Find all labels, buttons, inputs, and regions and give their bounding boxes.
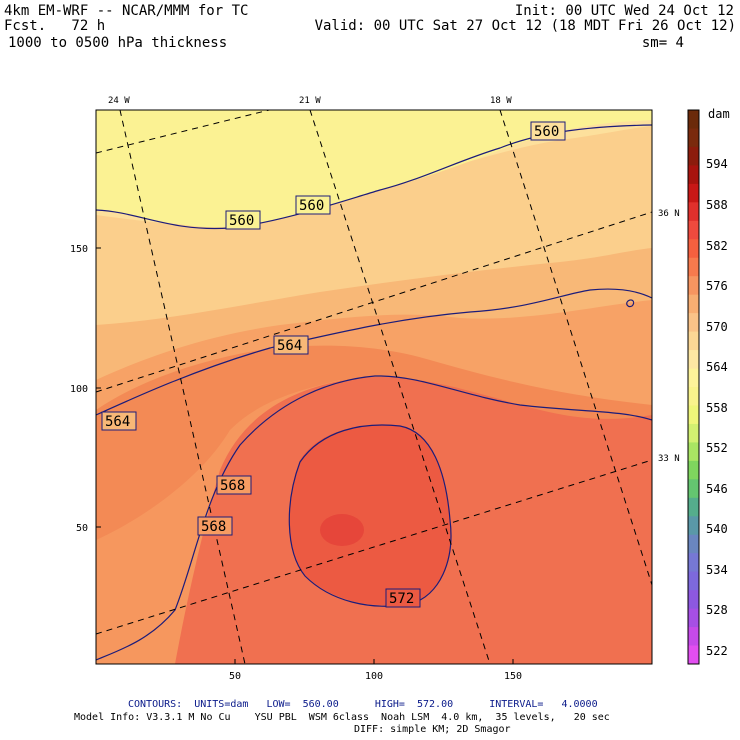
contour-label: 568 bbox=[201, 519, 226, 535]
header-smoothing: sm= 4 bbox=[641, 35, 684, 51]
color-bar-swatch bbox=[688, 313, 699, 333]
color-bar-swatch bbox=[688, 183, 699, 203]
color-bar-unit: dam bbox=[708, 107, 730, 121]
color-bar-label: 552 bbox=[706, 441, 728, 455]
color-bar-swatch bbox=[688, 460, 699, 480]
axis-ticks bbox=[96, 247, 514, 664]
color-bar-frame bbox=[687, 109, 700, 665]
contour-label: 564 bbox=[105, 414, 130, 430]
lat-label: 33 N bbox=[658, 454, 680, 464]
header-field-name: 1000 to 0500 hPa thickness bbox=[8, 35, 228, 51]
contour-label: 560 bbox=[534, 124, 559, 140]
color-bar-label: 588 bbox=[706, 198, 728, 212]
contour-label-boxes bbox=[101, 121, 566, 608]
color-bar-swatch bbox=[688, 423, 699, 443]
contour-label: 572 bbox=[389, 591, 414, 607]
color-bar-swatch bbox=[688, 128, 699, 148]
filled-contours bbox=[96, 110, 652, 664]
color-bar-label: 540 bbox=[706, 522, 728, 536]
y-tick-label: 150 bbox=[70, 244, 88, 255]
footer-contour-info: CONTOURS: UNITS=dam LOW= 560.00 HIGH= 57… bbox=[128, 699, 598, 710]
color-bar-label: 570 bbox=[706, 320, 728, 334]
color-bar-swatch bbox=[688, 368, 699, 388]
color-bar-swatch bbox=[688, 534, 699, 554]
contour-label: 568 bbox=[220, 478, 245, 494]
x-tick-label: 100 bbox=[365, 671, 383, 682]
footer-model-info-diff: DIFF: simple KM; 2D Smagor bbox=[354, 724, 511, 735]
contour-label: 564 bbox=[277, 338, 302, 354]
color-bar-swatch bbox=[688, 387, 699, 406]
lon-label: 18 W bbox=[490, 96, 512, 106]
color-bar-label: 558 bbox=[706, 401, 728, 415]
color-bar-swatch bbox=[688, 516, 699, 536]
color-bar-label: 582 bbox=[706, 239, 728, 253]
color-bar-swatch bbox=[688, 608, 699, 628]
y-tick-label: 100 bbox=[70, 384, 88, 395]
color-bar-swatch bbox=[688, 202, 699, 222]
x-tick-label: 50 bbox=[229, 671, 241, 682]
header-valid-time: Valid: 00 UTC Sat 27 Oct 12 (18 MDT Fri … bbox=[314, 18, 736, 34]
color-bar-swatch bbox=[688, 645, 699, 665]
color-bar-swatch bbox=[688, 405, 699, 425]
color-bar-label: 528 bbox=[706, 603, 728, 617]
color-bar-swatch bbox=[688, 239, 699, 259]
color-bar-swatch bbox=[688, 257, 699, 277]
color-bar-swatch bbox=[688, 497, 699, 517]
lat-label: 36 N bbox=[658, 209, 680, 219]
color-bar-swatch bbox=[688, 553, 699, 573]
color-bar-swatch bbox=[688, 276, 699, 296]
color-bar-label: 564 bbox=[706, 360, 728, 374]
color-bar-label: 534 bbox=[706, 563, 728, 577]
color-bar-label: 594 bbox=[706, 157, 728, 171]
color-bar-swatch bbox=[688, 627, 699, 647]
color-bar-swatch bbox=[688, 350, 699, 370]
color-bar-swatch bbox=[688, 571, 699, 591]
color-bar-swatch bbox=[688, 146, 699, 166]
x-tick-label: 150 bbox=[504, 671, 522, 682]
color-bar-swatch bbox=[688, 165, 699, 185]
footer-model-info: Model Info: V3.3.1 M No Cu YSU PBL WSM 6… bbox=[74, 712, 610, 723]
contour-label: 560 bbox=[299, 198, 324, 214]
lat-lon-grid bbox=[96, 110, 652, 664]
color-bar-swatch bbox=[688, 442, 699, 462]
color-bar-swatch bbox=[688, 110, 699, 129]
header-forecast-hour: Fcst. 72 h bbox=[4, 18, 106, 34]
color-bar-swatch bbox=[688, 331, 699, 351]
color-bar-swatch bbox=[688, 479, 699, 499]
color-bar-swatch bbox=[688, 590, 699, 610]
lon-label: 24 W bbox=[108, 96, 130, 106]
color-bar-label: 576 bbox=[706, 279, 728, 293]
color-bar bbox=[687, 109, 700, 665]
color-bar-label: 522 bbox=[706, 644, 728, 658]
lon-label: 21 W bbox=[299, 96, 321, 106]
color-bar-swatch bbox=[688, 294, 699, 314]
y-tick-label: 50 bbox=[76, 523, 88, 534]
color-bar-swatch bbox=[688, 220, 699, 240]
header-init-time: Init: 00 UTC Wed 24 Oct 12 bbox=[514, 3, 734, 19]
color-bar-label: 546 bbox=[706, 482, 728, 496]
header-model-title: 4km EM-WRF -- NCAR/MMM for TC bbox=[4, 3, 249, 19]
contour-label: 560 bbox=[229, 213, 254, 229]
